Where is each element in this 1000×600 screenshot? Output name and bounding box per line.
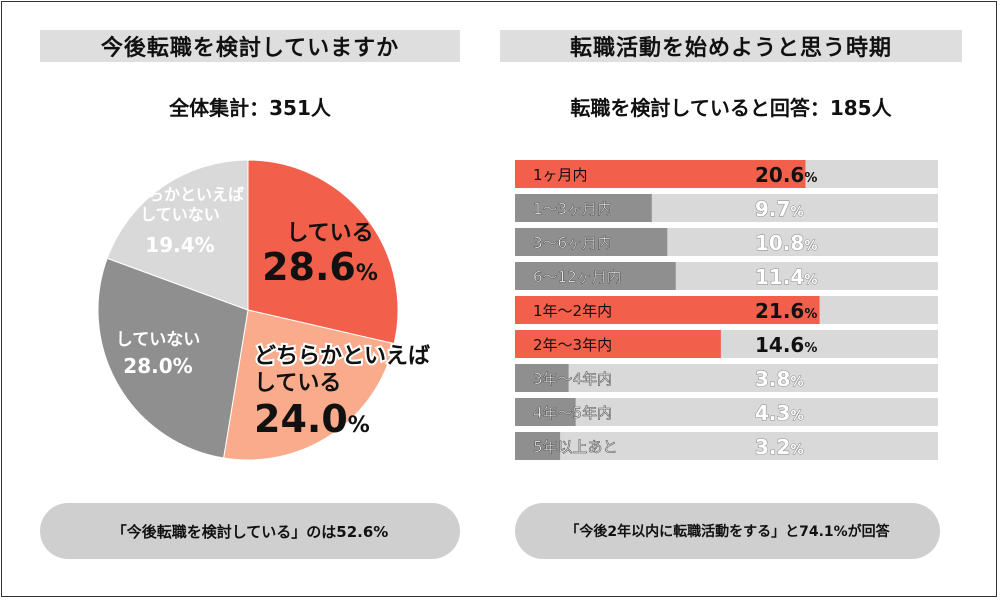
pie-value-dochiraka-shiteiru: 24.0% [254, 397, 370, 441]
bar-category-label: 4年〜5年内 [533, 404, 612, 422]
pie-label-dochiraka-shiteiru-1: どちらかといえば [254, 344, 430, 369]
pie-label-dochiraka-shiteinai-2: していない [140, 205, 220, 224]
bar [515, 194, 652, 222]
pie-slice-dochiraka-shiteinai [106, 159, 249, 311]
bar-value-label: 21.6% [755, 299, 817, 323]
pie-slice-dochiraka-shiteiru [223, 309, 395, 461]
pie-chart: している 28.6% どちらかといえば している 24.0% していない 28.… [97, 159, 432, 461]
bar-value-label: 20.6% [755, 163, 817, 187]
pie-label-shiteiru: している [286, 221, 373, 246]
pie-value-dochiraka-shiteinai: 19.4% [145, 233, 214, 257]
bar-value-label: 9.7% [755, 197, 803, 221]
bar-category-label: 2年〜3年内 [533, 336, 612, 354]
bar [515, 432, 561, 460]
bar-value-label: 4.3% [755, 401, 803, 425]
bar-value-label: 14.6% [755, 333, 817, 357]
bar-value-label: 3.2% [755, 435, 803, 459]
left-summary-pill: 「今後転職を検討している」のは52.6% [40, 503, 460, 559]
bar [515, 398, 576, 426]
pie-slice-shiteiru [247, 159, 399, 345]
left-title: 今後転職を検討していますか [40, 30, 460, 62]
bar-track [515, 398, 938, 426]
bar-category-label: 3〜6ヶ月内 [533, 234, 612, 252]
bar-track [515, 432, 938, 460]
bar-value-label: 3.8% [755, 367, 803, 391]
pie-label-dochiraka-shiteiru-2: している [254, 371, 341, 396]
right-summary-pill: 「今後2年以内に転職活動をする」と74.1%が回答 [515, 503, 940, 559]
bar [515, 160, 806, 188]
pie-label-shiteinai: していない [116, 330, 201, 350]
bar [515, 228, 668, 256]
bar [515, 262, 676, 290]
pie-value-shiteinai: 28.0% [123, 354, 192, 378]
bar-value-label: 10.8% [755, 231, 817, 255]
bar-category-label: 1〜3ヶ月内 [533, 200, 612, 218]
bar-category-label: 6〜12ヶ月内 [533, 268, 622, 286]
left-subtitle: 全体集計：351人 [169, 96, 331, 120]
bar-chart: 1ヶ月内 20.6% 1〜3ヶ月内 9.7% 3〜6ヶ月内 10.8% 6〜12ヶ月内 11.… [515, 160, 938, 460]
bar [515, 296, 820, 324]
bar [515, 364, 569, 392]
bar [515, 330, 721, 358]
right-title: 転職活動を始めようと思う時期 [500, 30, 962, 62]
pie-slice-shiteinai [97, 257, 249, 459]
bar-category-label: 1年〜2年内 [533, 302, 612, 320]
right-subtitle: 転職を検討していると回答：185人 [570, 96, 892, 120]
pie-label-dochiraka-shiteinai-1: どちらかといえば [116, 185, 244, 204]
pie-value-shiteiru: 28.6% [262, 245, 378, 289]
bar-category-label: 5年以上あと [533, 438, 618, 456]
bar-category-label: 1ヶ月内 [533, 166, 588, 184]
bar-track [515, 364, 938, 392]
bar-value-label: 11.4% [755, 265, 817, 289]
bar-category-label: 3年〜4年内 [533, 370, 612, 388]
